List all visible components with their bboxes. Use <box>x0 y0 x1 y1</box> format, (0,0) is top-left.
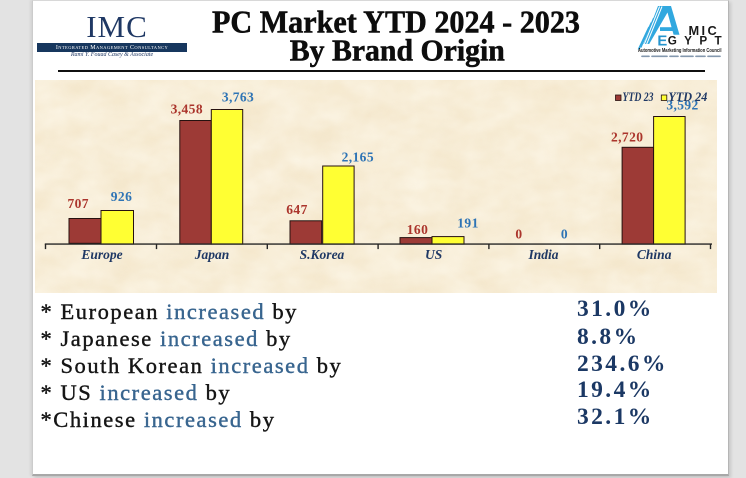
svg-text:E: E <box>657 34 667 50</box>
svg-text:India: India <box>527 247 558 262</box>
svg-text:MIC: MIC <box>689 23 720 38</box>
svg-text:0: 0 <box>561 227 568 242</box>
svg-text:Europe: Europe <box>80 247 122 262</box>
svg-text:0: 0 <box>515 227 522 242</box>
svg-text:3,458: 3,458 <box>171 102 203 117</box>
svg-text:China: China <box>637 247 672 262</box>
svg-text:US: US <box>425 247 442 262</box>
svg-text:YTD 23: YTD 23 <box>623 90 654 104</box>
svg-text:160: 160 <box>407 222 428 237</box>
svg-text:3,592: 3,592 <box>666 98 698 113</box>
svg-text:PC Market YTD 2024 - 2023: PC Market YTD 2024 - 2023 <box>212 3 580 39</box>
svg-text:707: 707 <box>67 196 88 211</box>
svg-text:Automotive Marketing Informati: Automotive Marketing Information Council <box>638 48 722 54</box>
svg-text:By Brand Origin: By Brand Origin <box>290 33 505 68</box>
svg-text:926: 926 <box>111 189 132 204</box>
svg-text:3,763: 3,763 <box>222 89 254 104</box>
svg-text:YTD 24: YTD 24 <box>668 90 707 104</box>
svg-text:Japan: Japan <box>194 247 230 262</box>
svg-text:2,165: 2,165 <box>342 150 374 165</box>
svg-text:2,720: 2,720 <box>611 129 643 144</box>
svg-text:S.Korea: S.Korea <box>300 247 345 262</box>
svg-text:191: 191 <box>457 216 478 231</box>
svg-text:647: 647 <box>286 202 307 217</box>
